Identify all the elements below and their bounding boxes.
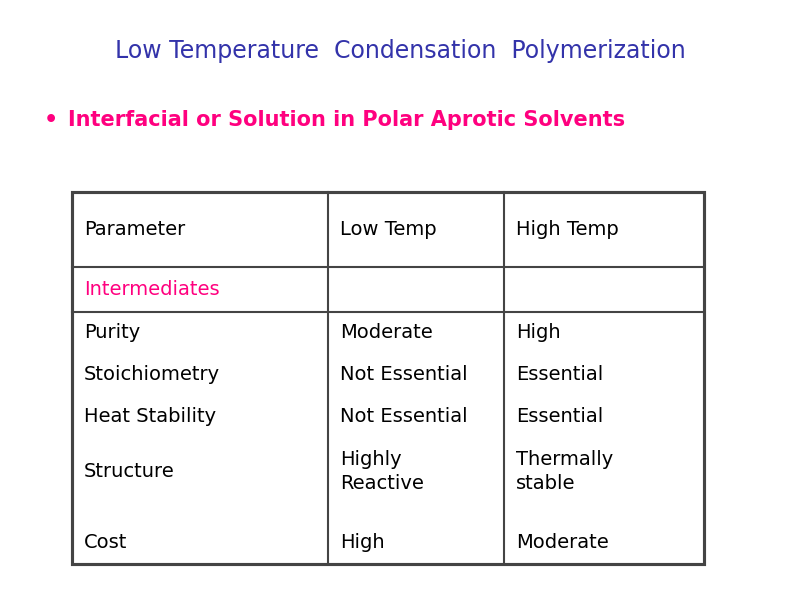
Text: Parameter: Parameter	[84, 220, 186, 239]
Text: High: High	[340, 533, 385, 553]
Text: Not Essential: Not Essential	[340, 407, 468, 427]
Text: Purity: Purity	[84, 323, 140, 343]
Text: Not Essential: Not Essential	[340, 365, 468, 385]
Text: Cost: Cost	[84, 533, 127, 553]
Text: Highly
Reactive: Highly Reactive	[340, 451, 424, 493]
Text: High Temp: High Temp	[516, 220, 618, 239]
Text: Intermediates: Intermediates	[84, 280, 220, 299]
Text: •: •	[44, 110, 58, 130]
Text: High: High	[516, 323, 561, 343]
Text: Essential: Essential	[516, 365, 603, 385]
Text: Moderate: Moderate	[516, 533, 609, 553]
Text: Moderate: Moderate	[340, 323, 433, 343]
Text: Thermally
stable: Thermally stable	[516, 451, 614, 493]
Text: Stoichiometry: Stoichiometry	[84, 365, 220, 385]
Text: Essential: Essential	[516, 407, 603, 427]
Text: Interfacial or Solution in Polar Aprotic Solvents: Interfacial or Solution in Polar Aprotic…	[68, 110, 625, 130]
Text: Low Temperature  Condensation  Polymerization: Low Temperature Condensation Polymerizat…	[114, 39, 686, 63]
Text: Structure: Structure	[84, 462, 174, 481]
Text: Heat Stability: Heat Stability	[84, 407, 216, 427]
Text: Low Temp: Low Temp	[340, 220, 437, 239]
Bar	[72, 192, 704, 564]
